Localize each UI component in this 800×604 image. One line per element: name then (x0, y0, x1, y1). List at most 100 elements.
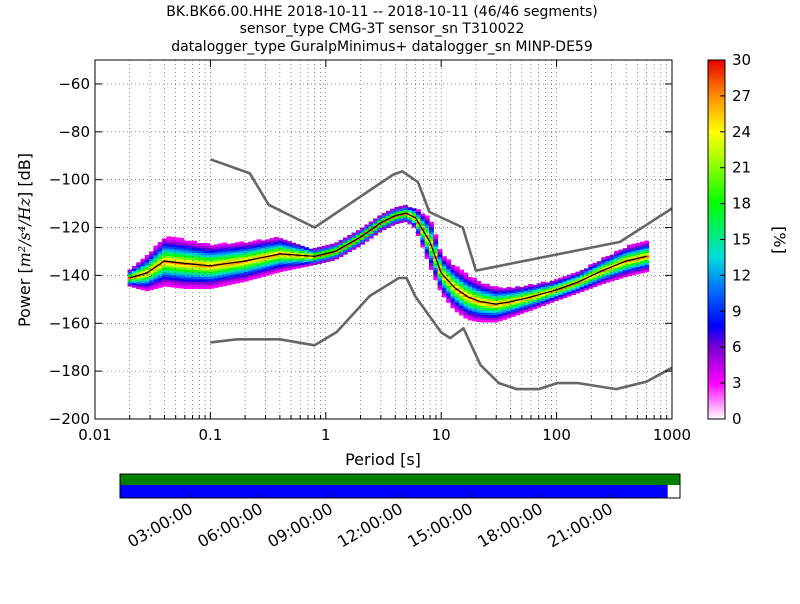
density-cell (467, 315, 473, 319)
density-cell (433, 260, 439, 264)
density-cell (467, 286, 473, 290)
density-cell (398, 217, 404, 221)
x-tick-label: 1 (321, 426, 331, 444)
density-cell (515, 295, 520, 299)
density-cell (192, 264, 198, 268)
density-cell (454, 295, 460, 298)
density-cell (196, 274, 202, 277)
density-cell (222, 261, 228, 265)
density-cell (157, 285, 163, 288)
density-cell (639, 246, 645, 250)
density-cell (174, 278, 180, 281)
density-cell (312, 259, 318, 263)
density-cell (575, 273, 581, 277)
density-cell (174, 273, 180, 277)
colorbar-tick-label: 30 (732, 51, 751, 69)
density-cell (605, 270, 611, 274)
density-cell (131, 268, 137, 272)
density-cell (205, 271, 210, 275)
density-cell (428, 262, 434, 266)
density-cell (278, 257, 284, 261)
density-cell (437, 275, 443, 279)
density-cell (627, 271, 632, 274)
density-cell (480, 290, 486, 294)
density-cell (377, 229, 383, 233)
density-cell (200, 252, 206, 256)
density-cell (226, 282, 232, 286)
x-tick-label: 10 (432, 426, 451, 444)
density-cell (441, 285, 447, 288)
density-cell (334, 244, 340, 248)
density-cell (476, 283, 482, 287)
density-cell (398, 208, 404, 212)
density-cell (286, 260, 292, 264)
density-cell (355, 230, 361, 233)
density-cell (454, 273, 460, 277)
density-cell (140, 258, 146, 262)
density-cell (463, 282, 469, 285)
density-cell (532, 287, 538, 291)
density-cell (321, 248, 327, 251)
density-cell (528, 293, 533, 297)
density-cell (368, 221, 374, 225)
density-cell (476, 295, 482, 299)
colorbar-ticks: 0 3 6 9 12 15 18 21 24 27 30 (720, 51, 751, 428)
density-cell (166, 269, 172, 273)
density-cell (614, 260, 620, 264)
density-cell (286, 257, 292, 261)
density-cell (218, 276, 223, 280)
density-cell (196, 281, 202, 285)
density-cell (631, 272, 637, 276)
density-cell (450, 305, 456, 309)
density-cell (510, 292, 516, 296)
density-cell (209, 271, 215, 275)
density-cell (291, 264, 297, 268)
density-cell (308, 255, 314, 259)
density-cell (149, 253, 155, 257)
density-cell (493, 295, 499, 299)
density-cell (519, 301, 525, 305)
density-cell (282, 254, 288, 257)
density-cell (269, 245, 275, 249)
density-cell (179, 257, 185, 260)
density-cell (472, 301, 477, 305)
density-cell (162, 252, 167, 256)
density-cell (467, 310, 473, 314)
density-cell (627, 244, 632, 248)
density-cell (205, 243, 210, 246)
density-cell (218, 281, 223, 285)
density-cell (437, 270, 443, 274)
density-cell (235, 271, 241, 274)
density-cell (239, 253, 245, 257)
title-line-3: datalogger_type GuralpMinimus+ datalogge… (171, 39, 592, 55)
density-cell (523, 304, 529, 308)
density-cell (463, 289, 469, 293)
density-cell (166, 281, 172, 285)
density-cell (614, 255, 620, 259)
density-cell (454, 276, 460, 279)
density-cell (588, 283, 594, 287)
density-cell (484, 307, 490, 311)
new-low-noise-model-line (210, 276, 673, 391)
density-cell (226, 270, 232, 274)
density-cell (265, 248, 271, 252)
density-cell (200, 257, 206, 261)
y-tick-label: −140 (49, 266, 90, 284)
colorbar-tick-label: 6 (732, 338, 742, 356)
density-cell (368, 231, 374, 234)
density-cell (196, 286, 202, 289)
density-cell (200, 264, 206, 268)
density-cell (200, 278, 206, 282)
density-cell (437, 280, 443, 284)
density-cell (480, 319, 486, 323)
density-cell (261, 250, 266, 253)
density-cell (149, 282, 155, 286)
density-cell (644, 264, 650, 268)
density-cell (450, 295, 456, 299)
density-cell (265, 263, 271, 267)
density-cell (222, 244, 228, 248)
density-cell (601, 276, 607, 280)
density-cell (420, 230, 426, 234)
density-cell (609, 276, 615, 279)
density-cell (269, 257, 275, 261)
